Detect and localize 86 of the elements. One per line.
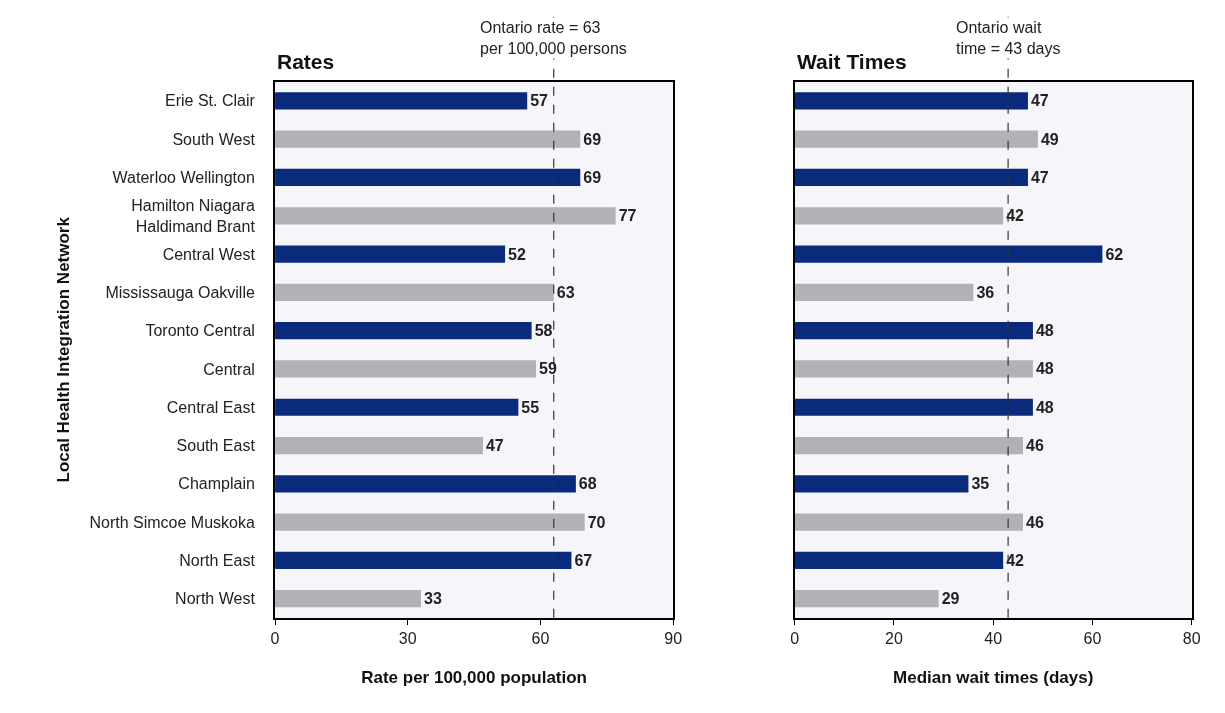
y-tick-label: Toronto Central [145,322,255,340]
data-label: 42 [1006,207,1025,225]
y-axis-title: Local Health Integration Network [54,216,74,483]
bar [275,436,483,455]
data-label: 48 [1035,360,1054,378]
y-tick-label: North East [179,552,256,570]
bar [275,551,572,570]
y-tick-label: Mississauga Oakville [105,283,255,301]
bar [275,513,585,531]
ref-line-label: Ontario rate = 63 per 100,000 persons [480,19,627,57]
data-label: 42 [1006,551,1025,569]
data-label: 58 [534,322,553,340]
bar [275,245,506,263]
data-label: 70 [587,513,606,531]
data-label: 77 [618,207,637,225]
ref-line-label: Ontario wait time = 43 days [956,19,1061,57]
bar [794,360,1033,378]
bar [794,130,1038,148]
y-tick-label: Central [203,360,255,378]
bar [275,322,532,340]
bar [794,590,939,608]
data-label: 59 [539,360,557,378]
data-label: 47 [485,437,504,455]
bar [794,245,1103,263]
data-label: 48 [1035,322,1054,340]
y-tick-label: Central West [162,245,256,263]
x-tick-label: 0 [790,630,800,648]
data-label: 63 [556,283,575,301]
data-label: 46 [1026,513,1044,531]
bar [794,322,1033,340]
data-label: 57 [530,92,549,110]
data-label: 69 [583,168,602,186]
bar [275,398,519,416]
data-label: 33 [424,590,442,608]
y-tick-label: Erie St. Clair [165,92,256,110]
chart-title: Rates [277,50,335,73]
x-axis-title: Rate per 100,000 population [361,667,588,687]
y-tick-label: Champlain [178,475,255,493]
bar [794,551,1004,570]
x-tick-label: 60 [1083,630,1102,648]
bar [794,398,1033,416]
x-tick-label: 40 [984,630,1003,648]
bar [794,475,969,493]
bar [794,283,974,301]
data-label: 36 [976,283,995,301]
data-label: 49 [1040,130,1059,148]
bar [275,283,554,301]
bar [275,475,576,493]
y-tick-label: Waterloo Wellington [112,169,255,187]
bar [275,207,616,225]
x-axis-title: Median wait times (days) [893,667,1094,687]
y-tick-label: Hamilton Niagara Haldimand Brant [131,196,256,235]
data-label: 47 [1030,92,1049,110]
y-tick-label: Central East [166,398,256,416]
bar [275,168,581,187]
x-tick-label: 0 [270,630,280,648]
x-tick-label: 30 [398,630,417,648]
data-label: 55 [521,398,540,416]
bar [275,130,581,148]
bar [794,168,1028,187]
y-tick-label: South West [172,130,256,148]
data-label: 67 [574,551,593,569]
bar [794,207,1004,225]
y-tick-label: North West [175,590,256,608]
data-label: 48 [1035,398,1054,416]
x-tick-label: 90 [664,630,683,648]
data-label: 29 [941,590,960,608]
y-tick-label: North Simcoe Muskoka [89,513,255,531]
data-label: 69 [583,130,602,148]
data-label: 35 [971,475,990,493]
chart-title: Wait Times [797,50,907,73]
data-label: 62 [1105,245,1124,263]
bar [275,92,528,110]
bar [275,590,422,608]
y-tick-label: South East [176,437,256,455]
data-label: 46 [1026,437,1044,455]
bar [794,436,1023,455]
data-label: 47 [1030,168,1049,186]
x-tick-label: 80 [1182,630,1201,648]
x-tick-label: 20 [885,630,903,648]
x-tick-label: 60 [531,630,550,648]
bar [794,92,1028,110]
data-label: 52 [508,245,526,263]
bar [275,360,537,378]
bar [794,513,1023,531]
data-label: 68 [578,475,597,493]
